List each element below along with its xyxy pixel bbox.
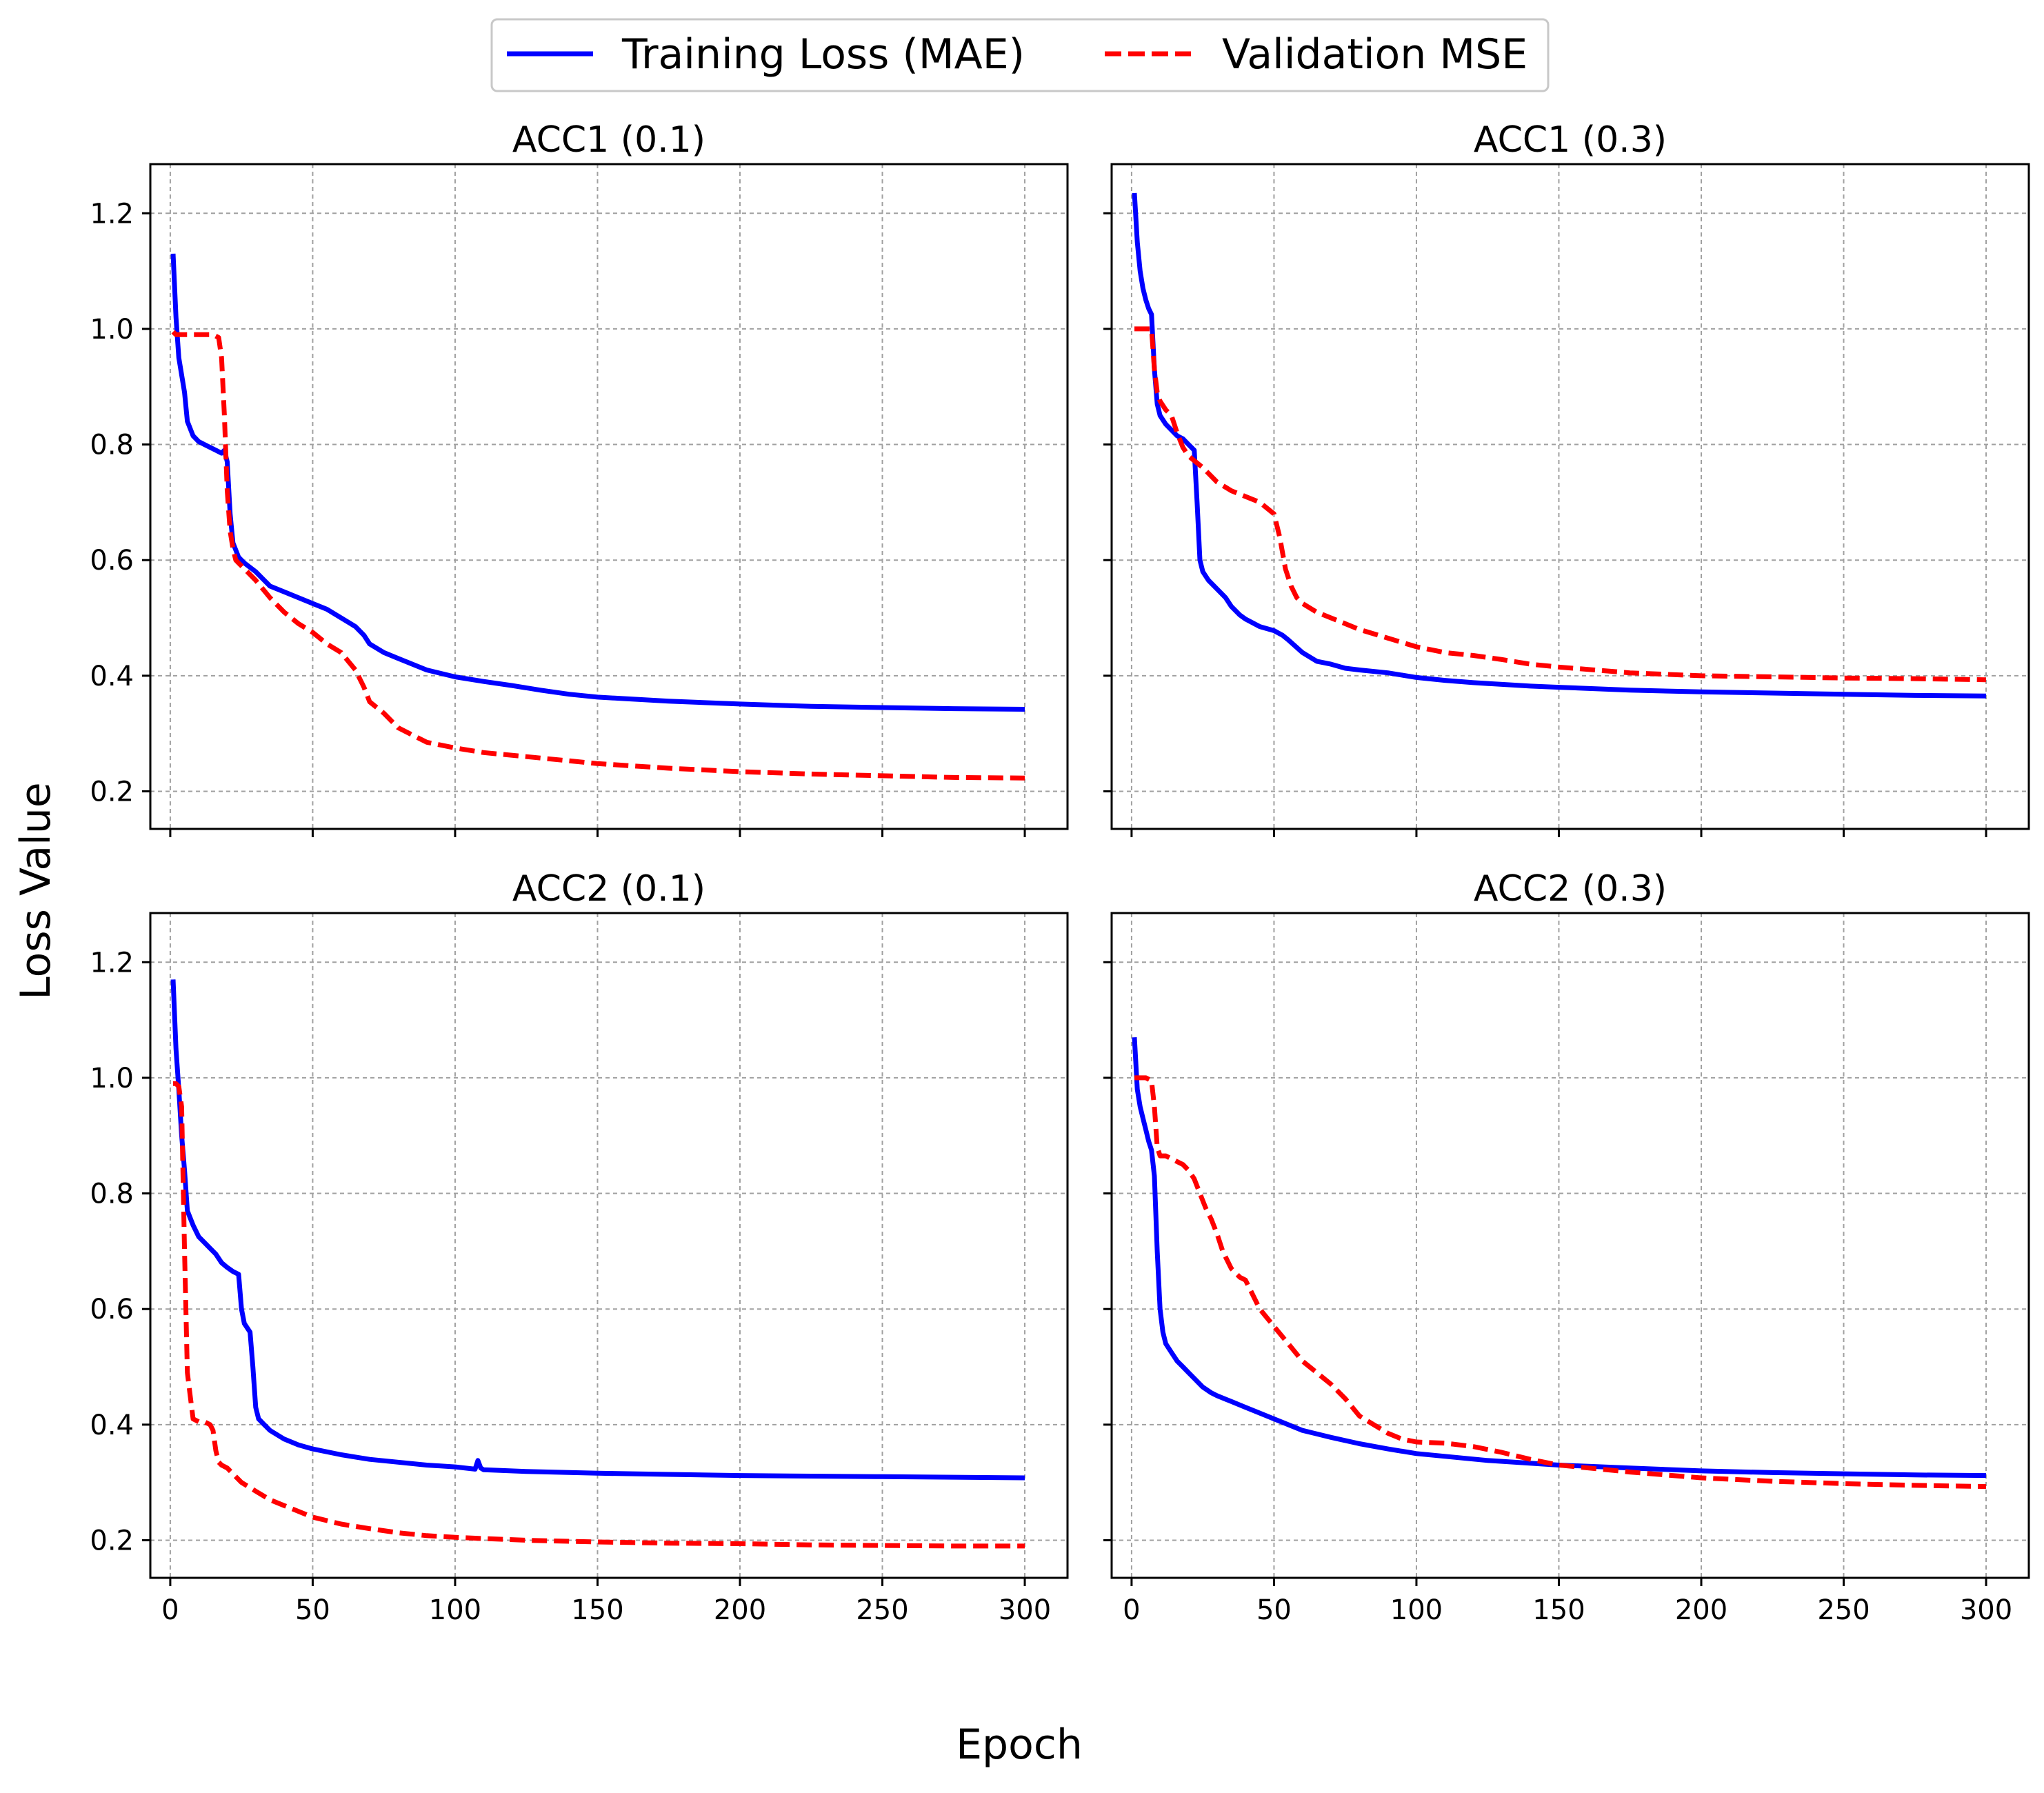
series-validation-mse-line xyxy=(1134,1075,1987,1490)
x-tick-label: 100 xyxy=(1390,1594,1443,1626)
x-tick-label: 250 xyxy=(1817,1594,1870,1626)
legend-label-training: Training Loss (MAE) xyxy=(621,30,1025,79)
x-tick-label: 200 xyxy=(1675,1594,1727,1626)
x-tick-label: 250 xyxy=(856,1594,908,1626)
legend: Training Loss (MAE) Validation MSE xyxy=(490,18,1550,92)
subplot-title: ACC2 (0.3) xyxy=(1474,868,1667,910)
x-axis-label: Epoch xyxy=(956,1721,1083,1769)
axes-frame xyxy=(149,912,1069,1579)
series-validation-mse-line xyxy=(171,330,1025,781)
series-training-loss-line xyxy=(170,979,1025,1481)
x-tick-label: 200 xyxy=(714,1594,766,1626)
y-tick-label: 1.2 xyxy=(90,947,134,979)
y-tick-label: 0.4 xyxy=(90,661,134,692)
axes-frame xyxy=(1110,163,2030,830)
y-tick-label: 1.2 xyxy=(90,198,134,230)
y-tick-label: 0.2 xyxy=(90,777,134,808)
y-tick-label: 0.4 xyxy=(90,1410,134,1441)
subplot-title: ACC2 (0.1) xyxy=(512,868,705,910)
series-training-loss-line xyxy=(1132,1037,1987,1479)
x-tick-label: 300 xyxy=(999,1594,1051,1626)
legend-label-validation: Validation MSE xyxy=(1222,30,1527,79)
y-tick-label: 0.2 xyxy=(90,1525,134,1557)
subplot-title: ACC1 (0.1) xyxy=(512,119,705,161)
panel-acc2-0-3: ACC2 (0.3) 0 50 100 150 200 250 300 xyxy=(1103,868,2030,1626)
x-tick-label: 50 xyxy=(295,1594,330,1626)
x-tick-label: 150 xyxy=(571,1594,623,1626)
x-tick-label: 0 xyxy=(161,1594,179,1626)
y-tick-label: 1.0 xyxy=(90,314,134,345)
y-tick-label: 0.6 xyxy=(90,1294,134,1325)
x-tick-label: 100 xyxy=(429,1594,481,1626)
series-validation-mse-line xyxy=(1134,326,1987,683)
x-tick-label: 300 xyxy=(1960,1594,2012,1626)
axes-frame xyxy=(1110,912,2030,1579)
series-training-loss-line xyxy=(170,253,1025,712)
y-axis-label: Loss Value xyxy=(12,782,60,999)
subplot-title: ACC1 (0.3) xyxy=(1474,119,1667,161)
y-tick-label: 1.0 xyxy=(90,1063,134,1094)
panel-acc1-0-1: ACC1 (0.1) 0.2 0.4 0.6 0.8 1.0 1.2 xyxy=(90,119,1069,837)
y-tick-label: 0.8 xyxy=(90,1179,134,1210)
series-validation-mse-line xyxy=(173,1081,1025,1549)
axes-frame xyxy=(149,163,1069,830)
x-tick-label: 150 xyxy=(1532,1594,1585,1626)
legend-frame xyxy=(490,18,1550,92)
y-tick-label: 0.8 xyxy=(90,430,134,461)
panel-acc1-0-3: ACC1 (0.3) xyxy=(1103,119,2030,837)
y-tick-label: 0.6 xyxy=(90,545,134,577)
x-tick-label: 50 xyxy=(1256,1594,1292,1626)
x-tick-label: 0 xyxy=(1123,1594,1140,1626)
panel-acc2-0-1: ACC2 (0.1) 0 50 100 150 200 250 300 0.2 0.4 0.6 0.8… xyxy=(90,868,1069,1626)
